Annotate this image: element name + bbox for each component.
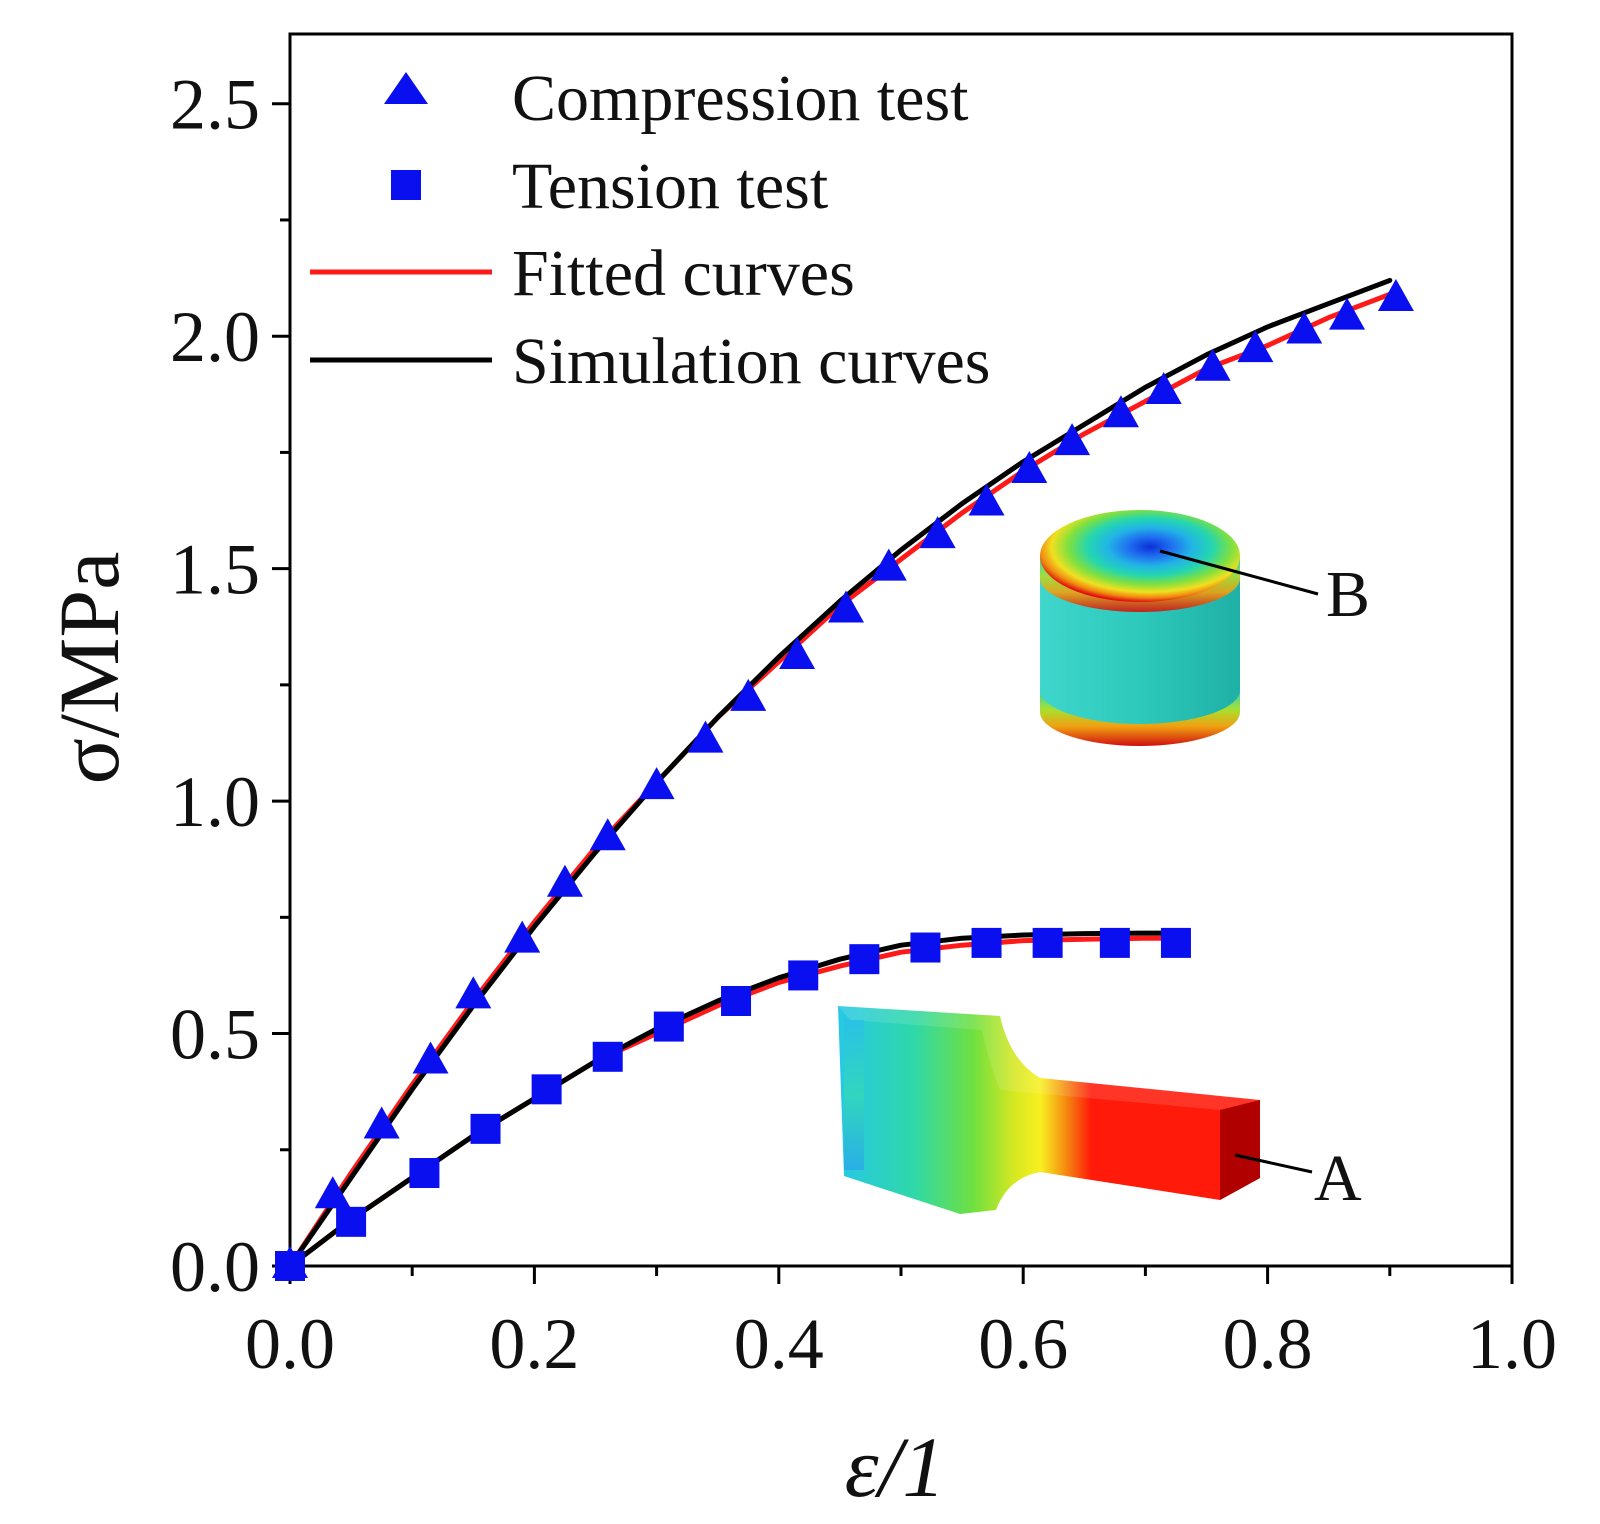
compression-test-point <box>968 483 1005 516</box>
compression-test-point <box>870 548 907 581</box>
legend-label-tension: Tension test <box>512 150 828 223</box>
compression-test-point <box>1329 297 1366 330</box>
compression-test-point <box>546 864 583 897</box>
annotation-leader-a <box>1234 1153 1313 1174</box>
x-tick-label: 0.6 <box>978 1304 1068 1384</box>
compression-test-point <box>1237 330 1274 363</box>
legend-label-compression: Compression test <box>512 62 969 135</box>
annotation-leader-b <box>1159 549 1319 596</box>
annotation-label-a: A <box>1314 1142 1362 1215</box>
x-tick-label: 0.2 <box>489 1304 579 1384</box>
tension-test-point <box>849 944 880 975</box>
y-tick-label: 1.0 <box>170 762 260 842</box>
legend-marker-tension <box>391 170 421 200</box>
tension-test-point <box>592 1041 623 1072</box>
tension-test-point <box>971 927 1002 958</box>
compression-test-point <box>412 1041 449 1074</box>
x-tick-label: 0.8 <box>1223 1304 1313 1384</box>
tension-test-point <box>1160 927 1191 958</box>
x-axis-ticks: 0.0 0.2 0.4 0.6 0.8 1.0 <box>245 1266 1557 1384</box>
x-tick-label: 1.0 <box>1467 1304 1557 1384</box>
compression-test-point <box>363 1106 400 1139</box>
compression-specimen-inset <box>1040 510 1240 746</box>
legend-label-simulation: Simulation curves <box>512 325 990 398</box>
compression-test-point <box>589 818 626 851</box>
compression-test-point <box>1102 395 1139 428</box>
y-tick-label: 0.5 <box>170 995 260 1075</box>
tension-test-point <box>336 1206 367 1237</box>
compression-test-point <box>828 590 865 623</box>
compression-test-point <box>504 920 541 953</box>
tension-test-point <box>531 1074 562 1105</box>
y-tick-label: 1.5 <box>170 530 260 610</box>
compression-test-point <box>779 636 816 669</box>
compression-test-point <box>1286 311 1323 344</box>
legend: Compression test Tension test Fitted cur… <box>310 62 990 398</box>
tension-test-point <box>910 932 941 963</box>
y-axis-title: σ/MPa <box>41 552 137 785</box>
marker-layer <box>272 278 1414 1281</box>
annotation-label-b: B <box>1326 558 1370 631</box>
tension-test-point <box>275 1251 305 1281</box>
compression-test-point <box>1194 348 1231 381</box>
x-axis-title: ε/1 <box>845 1419 946 1515</box>
compression-test-point <box>919 516 956 549</box>
compression-test-point <box>314 1176 351 1209</box>
compression-test-point <box>687 720 724 753</box>
tension-test-point <box>1099 927 1130 958</box>
tension-test-point <box>721 986 752 1017</box>
x-tick-label: 0.0 <box>245 1304 335 1384</box>
compression-test-point <box>1377 278 1414 311</box>
compression-test-point <box>638 767 675 800</box>
tension-test-point <box>1032 927 1063 958</box>
tension-specimen-inset <box>838 1006 1260 1214</box>
tension-test-point <box>470 1113 501 1144</box>
compression-test-point <box>455 976 492 1009</box>
y-tick-label: 0.0 <box>170 1227 260 1307</box>
y-axis-ticks: 0.0 0.5 1.0 1.5 2.0 2.5 <box>170 65 290 1307</box>
y-tick-label: 2.0 <box>170 297 260 377</box>
compression-test-point <box>1145 371 1182 404</box>
tension-test-point <box>409 1158 440 1189</box>
compression-test-point <box>1054 423 1091 456</box>
tension-test-point <box>788 960 819 991</box>
tension-test-point <box>653 1011 684 1042</box>
y-tick-label: 2.5 <box>170 65 260 145</box>
compression-test-point <box>1011 451 1048 484</box>
legend-label-fitted: Fitted curves <box>512 237 855 310</box>
compression-test-point <box>730 678 767 711</box>
x-tick-label: 0.4 <box>734 1304 824 1384</box>
legend-marker-compression <box>384 72 428 104</box>
